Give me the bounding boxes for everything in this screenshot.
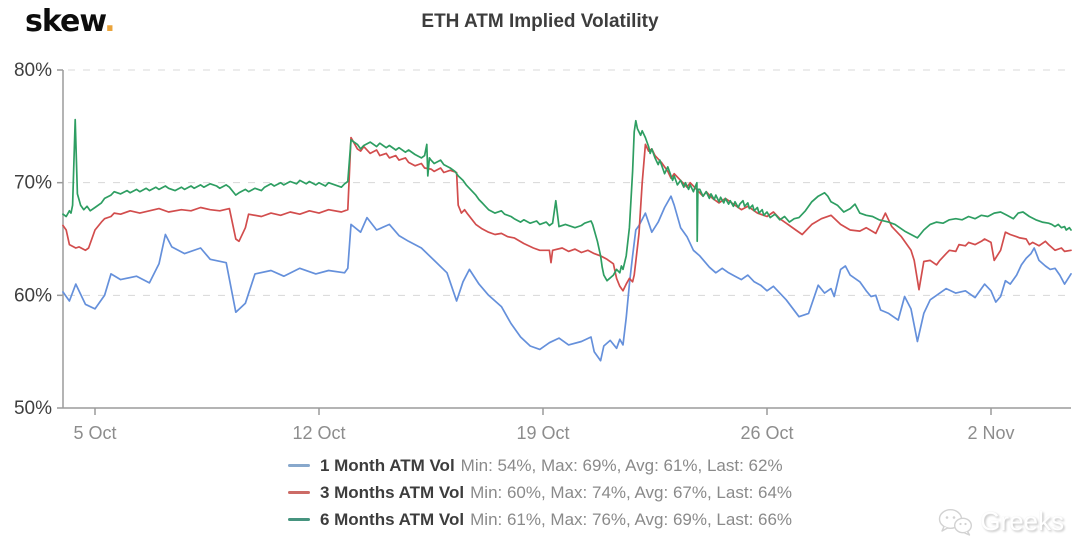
legend-item-3-months[interactable]: 3 Months ATM Vol Min: 60%, Max: 74%, Avg… (287, 479, 793, 506)
svg-text:60%: 60% (14, 285, 52, 306)
legend-item-6-months[interactable]: 6 Months ATM Vol Min: 61%, Max: 76%, Avg… (287, 506, 793, 533)
legend-stats: Min: 60%, Max: 74%, Avg: 67%, Last: 64% (470, 482, 793, 502)
legend-dash-icon (287, 518, 310, 521)
svg-text:80%: 80% (14, 60, 52, 81)
legend-dash-icon (287, 464, 310, 467)
svg-text:70%: 70% (14, 173, 52, 194)
legend-dash-icon (287, 491, 310, 494)
svg-text:19 Oct: 19 Oct (516, 423, 569, 443)
watermark-text: Greeks (980, 506, 1064, 536)
chart-title: ETH ATM Implied Volatility (421, 11, 659, 32)
legend-item-1-month[interactable]: 1 Month ATM Vol Min: 54%, Max: 69%, Avg:… (287, 452, 792, 479)
legend-name: 6 Months ATM Vol (319, 509, 465, 529)
svg-text:12 Oct: 12 Oct (292, 423, 345, 443)
watermark: Greeks (937, 506, 1064, 537)
svg-text:50%: 50% (14, 398, 52, 419)
legend-name: 3 Months ATM Vol (319, 482, 465, 502)
logo-text: skew (25, 4, 105, 39)
legend-name: 1 Month ATM Vol (319, 455, 455, 475)
legend: 1 Month ATM Vol Min: 54%, Max: 69%, Avg:… (287, 452, 793, 533)
svg-text:26 Oct: 26 Oct (740, 423, 793, 443)
svg-text:5 Oct: 5 Oct (73, 423, 116, 443)
wechat-icon (938, 508, 973, 536)
svg-text:2 Nov: 2 Nov (967, 423, 1014, 443)
legend-stats: Min: 54%, Max: 69%, Avg: 61%, Last: 62% (460, 455, 783, 475)
logo-dot: . (104, 4, 115, 39)
legend-stats: Min: 61%, Max: 76%, Avg: 69%, Last: 66% (470, 509, 793, 529)
skew-logo[interactable]: skew. (25, 4, 116, 39)
